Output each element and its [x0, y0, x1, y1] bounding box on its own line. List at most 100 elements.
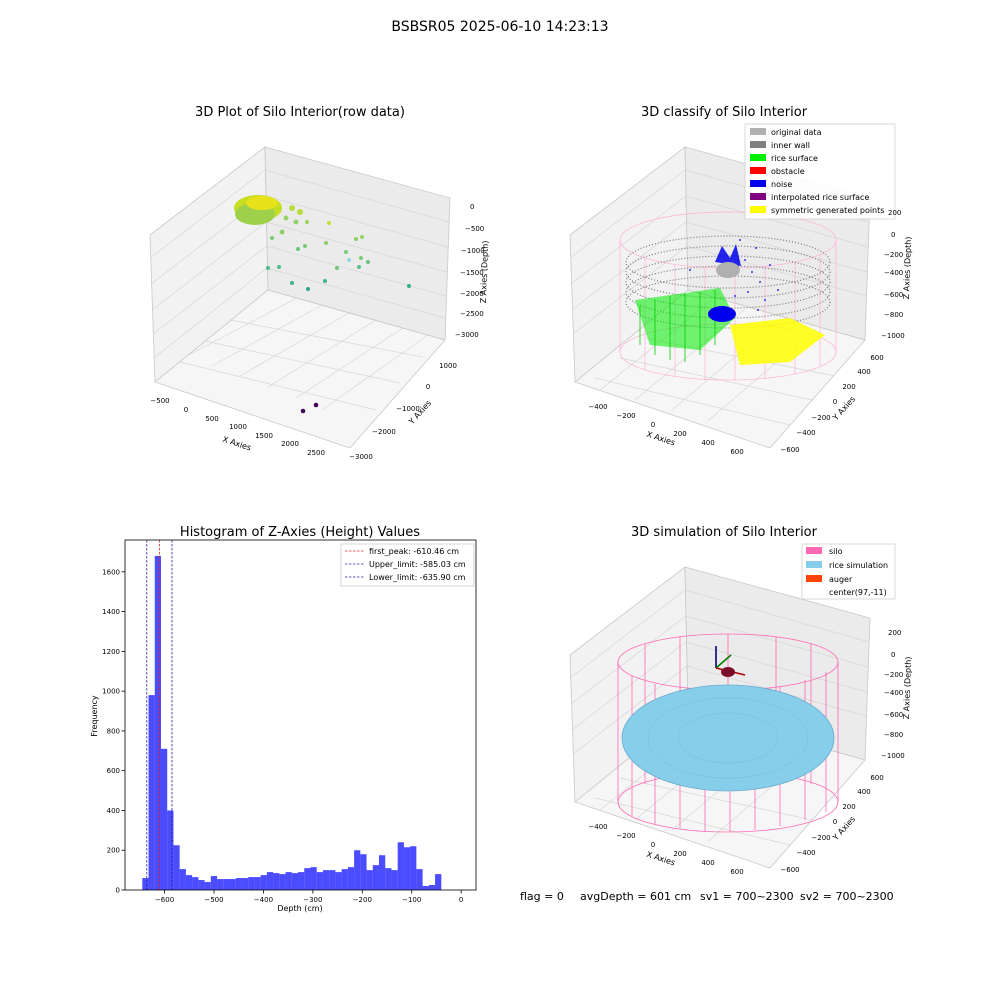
status-line: flag = 0 avgDepth = 601 cm sv1 = 700~230… — [520, 890, 894, 903]
rice-surface-points — [635, 288, 735, 362]
legend-label-rice-simulation: rice simulation — [829, 561, 888, 570]
x-tick-label: 2500 — [307, 449, 325, 457]
legend-simulation: silo rice simulation auger center(97,-11… — [801, 543, 896, 600]
histogram-bar — [223, 879, 230, 890]
histogram-bar — [285, 872, 292, 890]
y-tick-label: −200 — [811, 834, 830, 842]
legend-classify: original data inner wall rice surface ob… — [744, 123, 896, 220]
legend-label-silo: silo — [829, 547, 843, 556]
histogram-bar — [192, 877, 199, 890]
histogram-bar — [217, 879, 224, 890]
z-tick-label: −2500 — [460, 310, 484, 318]
x-axis-histogram: −600 −500 −400 −300 −200 −100 0 — [155, 890, 463, 904]
panel-title: Histogram of Z-Axies (Height) Values — [180, 525, 420, 540]
y-tick-label: −400 — [796, 429, 815, 437]
x-tick-label: −500 — [204, 896, 223, 904]
legend-swatch-inner-wall — [750, 141, 766, 148]
x-tick-label: 400 — [701, 859, 714, 867]
y-tick-label: 600 — [870, 774, 883, 782]
histogram-bar — [410, 846, 417, 890]
y-tick-label: 800 — [107, 727, 120, 735]
symmetric-generated-points — [730, 318, 825, 365]
z-tick-label: −1000 — [461, 247, 485, 255]
histogram-bar — [397, 842, 404, 890]
histogram-bar — [254, 877, 261, 890]
z-tick-label: −1000 — [881, 752, 905, 760]
histogram-bar — [198, 880, 205, 890]
histogram-reference-lines — [146, 540, 173, 890]
histogram-bar — [185, 875, 193, 890]
plot-frame — [124, 539, 477, 891]
legend-label-original-data: original data — [771, 128, 822, 137]
x-tick-label: 1000 — [229, 423, 247, 431]
x-tick-label: 600 — [730, 868, 743, 876]
histogram-bar — [142, 878, 149, 890]
x-tick-label: 200 — [673, 850, 686, 858]
histogram-bar — [435, 874, 442, 890]
panel-raw: 3D Plot of Silo Interior(row data) — [149, 105, 490, 461]
z-tick-label: −1000 — [881, 332, 905, 340]
panel-title: 3D Plot of Silo Interior(row data) — [195, 105, 405, 120]
x-tick-label: 500 — [205, 415, 218, 423]
histogram-bar — [248, 877, 255, 890]
y-tick-label: 0 — [833, 398, 837, 406]
histogram-bar — [354, 850, 361, 890]
panel-simulation: 3D simulation of Silo Interior — [569, 525, 913, 876]
y-tick-label: 600 — [107, 767, 120, 775]
histogram-bar — [266, 872, 274, 890]
legend-label-first-peak: first_peak: -610.46 cm — [369, 547, 459, 556]
histogram-bar — [179, 869, 186, 890]
histogram-bar — [391, 870, 398, 890]
y-tick-label: 400 — [857, 788, 870, 796]
z-tick-label: −400 — [884, 689, 903, 697]
rice-simulation-surface — [621, 684, 835, 792]
x-tick-label: −300 — [303, 896, 322, 904]
legend-swatch-auger — [806, 575, 822, 582]
legend-swatch-silo — [806, 547, 822, 554]
histogram-bar — [148, 695, 155, 890]
avg-depth-status: avgDepth = 601 cm — [580, 890, 691, 903]
histogram-bar — [273, 873, 280, 890]
x-tick-label: −200 — [353, 896, 372, 904]
legend-box — [744, 123, 896, 220]
panel-title: 3D simulation of Silo Interior — [631, 525, 818, 540]
legend-label-inner-wall: inner wall — [771, 141, 810, 150]
y-tick-label: 600 — [870, 354, 883, 362]
y-tick-label: 200 — [842, 803, 855, 811]
histogram-bar — [416, 869, 423, 890]
x-tick-label: −200 — [616, 832, 635, 840]
legend-label-lower-limit: Lower_limit: -635.90 cm — [369, 573, 466, 582]
z-tick-label: 0 — [470, 203, 474, 211]
histogram-bar — [316, 872, 323, 890]
legend-swatch-obstacle — [750, 167, 766, 174]
noise-points — [689, 239, 779, 322]
x-axis-label: X Axies — [645, 430, 676, 448]
histogram-bar — [310, 867, 317, 890]
z-axis-raw: 0 −500 −1000 −1500 −2000 −2500 −3000 Z A… — [455, 203, 490, 339]
x-tick-label: −400 — [588, 403, 607, 411]
axes-box-classify — [569, 146, 871, 449]
x-tick-label: −400 — [588, 823, 607, 831]
z-tick-label: 200 — [888, 629, 901, 637]
legend-label-upper-limit: Upper_limit: -585.03 cm — [369, 560, 466, 569]
z-tick-label: −1500 — [460, 269, 484, 277]
legend-label-center: center(97,-11) — [829, 588, 887, 597]
y-tick-label: −400 — [796, 849, 815, 857]
y-tick-label: 0 — [426, 383, 430, 391]
z-tick-label: −600 — [884, 711, 903, 719]
sv1-status: sv1 = 700~2300 — [700, 890, 794, 903]
x-tick-label: 0 — [184, 406, 188, 414]
y-tick-label: −3000 — [349, 453, 373, 461]
z-tick-label: −600 — [884, 291, 903, 299]
legend-swatch-symmetric — [750, 206, 766, 213]
histogram-bar — [279, 874, 286, 890]
legend-label-interpolated-rice-surface: interpolated rice surface — [771, 193, 869, 202]
auger-head — [721, 667, 735, 677]
y-tick-label: 200 — [107, 847, 120, 855]
y-tick-label: 1400 — [102, 608, 120, 616]
original-data-points — [716, 262, 740, 278]
histogram-bar — [173, 845, 180, 890]
y-tick-label: 1000 — [439, 362, 457, 370]
legend-label-symmetric-generated-points: symmetric generated points — [771, 206, 884, 215]
histogram-bar — [329, 870, 336, 890]
